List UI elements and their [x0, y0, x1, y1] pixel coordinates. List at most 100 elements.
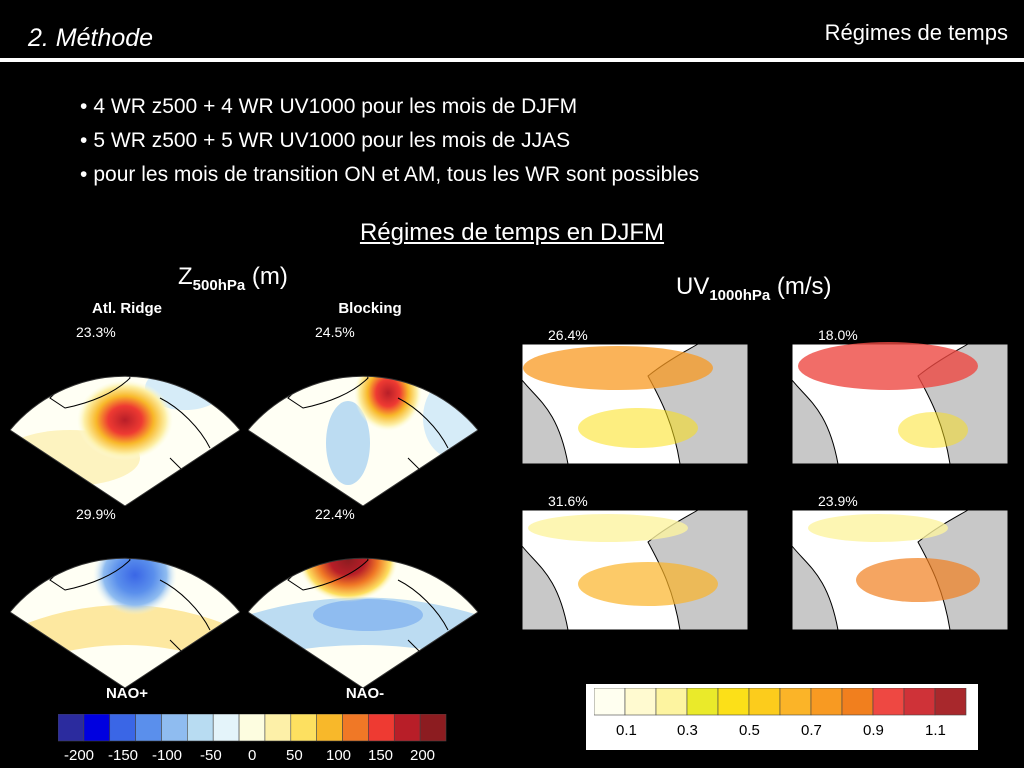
svg-text:0: 0 [778, 569, 782, 576]
colorbar-swatch [419, 714, 447, 742]
colorbar-swatch [594, 688, 626, 716]
z500-map-blocking [248, 375, 478, 506]
colorbar-swatch [212, 714, 240, 742]
svg-text:10N: 10N [502, 541, 515, 548]
z-map-pct-3: 29.9% [76, 506, 116, 522]
svg-text:0: 0 [508, 569, 512, 576]
svg-text:30W: 30W [898, 473, 913, 480]
svg-text:90W: 90W [786, 473, 801, 480]
svg-text:90W: 90W [516, 473, 531, 480]
colorbar-swatch [686, 688, 719, 716]
colorbar-swatch [368, 714, 395, 742]
z500-map-atl-ridge [10, 375, 240, 506]
svg-text:0: 0 [690, 473, 694, 480]
svg-text:10N: 10N [772, 375, 785, 382]
svg-text:60W: 60W [574, 473, 589, 480]
svg-text:20N: 20N [772, 511, 785, 518]
z500-tick: -200 [64, 747, 95, 764]
svg-text:20S: 20S [772, 627, 785, 634]
colorbar-swatch [109, 714, 136, 742]
uv1000-map-4: 20N 10N 0 10S 20S 90W 60W 30W 0 30E [772, 509, 1013, 646]
colorbar-swatch [393, 714, 421, 742]
colorbar-swatch [624, 688, 657, 716]
bullet-item: pour les mois de transition ON et AM, to… [80, 160, 699, 194]
uv-lon-ticks: 90W 60W 30W 0 30E [786, 639, 1013, 646]
svg-text:20N: 20N [772, 345, 785, 352]
uv1000-map-2: 20N 10N 0 10S 20S 90W 60W 30W 0 30E [772, 342, 1013, 480]
z-map-pct-2: 24.5% [315, 324, 355, 340]
svg-text:60W: 60W [844, 639, 859, 646]
z500-label: Z500hPa (m) [178, 263, 288, 294]
colorbar-swatch [342, 714, 369, 742]
uv-lon-ticks: 90W 60W 30W 0 30E [516, 639, 753, 646]
svg-text:30E: 30E [1000, 473, 1013, 480]
uv-tick: 1.1 [925, 722, 946, 739]
z500-tick: 50 [286, 747, 303, 764]
svg-text:10S: 10S [772, 432, 785, 439]
z500-tick: -100 [152, 747, 183, 764]
svg-text:20S: 20S [772, 461, 785, 468]
svg-text:10S: 10S [772, 598, 785, 605]
z-map-name-atl-ridge: Atl. Ridge [92, 300, 162, 317]
svg-text:20N: 20N [502, 345, 515, 352]
z500-label-unit: (m) [245, 263, 288, 290]
uv-tick: 0.3 [677, 722, 698, 739]
uv1000-label-unit: (m/s) [770, 273, 832, 300]
svg-text:0: 0 [690, 639, 694, 646]
svg-text:10N: 10N [772, 541, 785, 548]
z-map-label-nao-plus: NAO+ [105, 685, 149, 702]
uv1000-colorbar [594, 688, 967, 716]
colorbar-swatch [903, 688, 936, 716]
uv-lat-ticks: 20N 10N 0 10S 20S [502, 511, 515, 634]
colorbar-swatch [717, 688, 750, 716]
z500-colorbar [58, 714, 447, 742]
z500-label-main: Z [178, 263, 193, 290]
colorbar-swatch [83, 714, 111, 742]
svg-text:0: 0 [956, 473, 960, 480]
slide-topic: Régimes de temps [824, 20, 1008, 45]
colorbar-swatch [655, 688, 688, 716]
uv-map-pct-1: 26.4% [548, 327, 588, 343]
z500-tick: 0 [248, 747, 257, 764]
z-map-label-nao-minus: NAO- [345, 685, 385, 702]
uv-lat-ticks: 20N 10N 0 10S 20S [772, 511, 785, 634]
uv-map-pct-3: 31.6% [548, 493, 588, 509]
uv1000-label: UV1000hPa (m/s) [676, 273, 832, 304]
uv-lon-ticks: 90W 60W 30W 0 30E [786, 473, 1013, 480]
z500-tick: -50 [200, 747, 222, 764]
colorbar-swatch [934, 688, 967, 716]
uv-tick: 0.7 [801, 722, 822, 739]
svg-text:30E: 30E [740, 473, 753, 480]
colorbar-swatch [841, 688, 874, 716]
colorbar-swatch [290, 714, 317, 742]
bullet-item: 4 WR z500 + 4 WR UV1000 pour les mois de… [80, 92, 699, 126]
colorbar-swatch [135, 714, 162, 742]
colorbar-swatch [187, 714, 214, 742]
uv-lat-ticks: 20N 10N 0 10S 20S [772, 345, 785, 468]
colorbar-swatch [810, 688, 843, 716]
section-title: 2. Méthode [28, 24, 154, 52]
svg-text:10N: 10N [502, 375, 515, 382]
uv-map-pct-2: 18.0% [818, 327, 858, 343]
svg-text:30W: 30W [630, 639, 645, 646]
uv1000-label-sub: 1000hPa [709, 287, 771, 304]
z-map-pct-4: 22.4% [315, 506, 355, 522]
colorbar-swatch [316, 714, 343, 742]
z500-label-sub: 500hPa [192, 277, 246, 294]
uv1000-map-3: 20N 10N 0 10S 20S 90W 60W 30W 0 30E [502, 509, 753, 646]
bullet-list: 4 WR z500 + 4 WR UV1000 pour les mois de… [80, 92, 699, 194]
uv-tick: 0.9 [863, 722, 884, 739]
z-map-name-blocking: Blocking [338, 300, 402, 317]
svg-text:90W: 90W [516, 639, 531, 646]
z500-tick: -150 [108, 747, 139, 764]
z-map-pct-1: 23.3% [76, 324, 116, 340]
colorbar-swatch [872, 688, 905, 716]
uv-lon-ticks: 90W 60W 30W 0 30E [516, 473, 753, 480]
colorbar-swatch [161, 714, 188, 742]
colorbar-swatch [238, 714, 266, 742]
uv-map-pct-4: 23.9% [818, 493, 858, 509]
svg-text:30W: 30W [898, 639, 913, 646]
svg-text:30E: 30E [1000, 639, 1013, 646]
colorbar-swatch [264, 714, 292, 742]
svg-text:0: 0 [778, 403, 782, 410]
